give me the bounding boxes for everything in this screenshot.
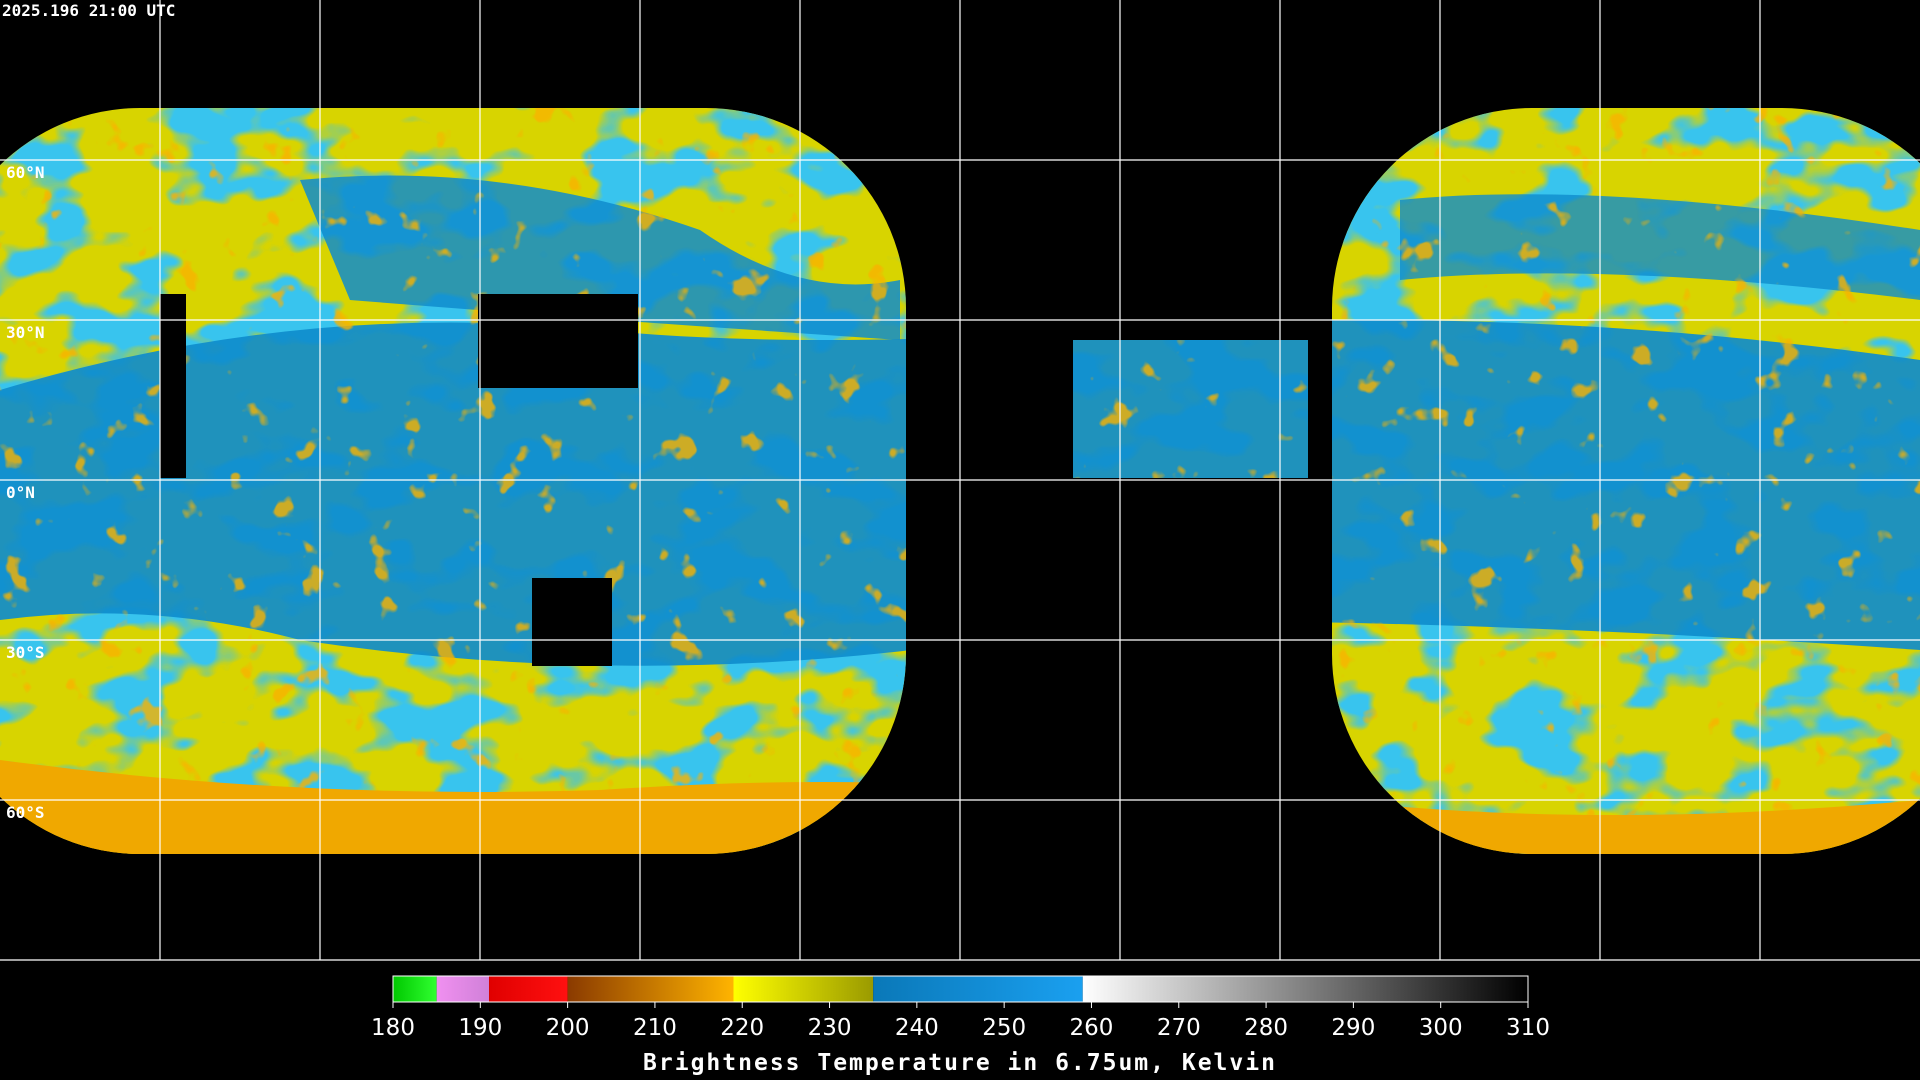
colorbar-tick-label: 250 xyxy=(982,1015,1026,1041)
colorbar-tick-label: 300 xyxy=(1419,1015,1463,1041)
lat-label: 0°N xyxy=(6,483,35,502)
colorbar-tick-label: 270 xyxy=(1157,1015,1201,1041)
colorbar-tick-label: 310 xyxy=(1506,1015,1550,1041)
colorbar-tick-label: 190 xyxy=(458,1015,502,1041)
colorbar-tick-label: 220 xyxy=(720,1015,764,1041)
colorbar-segment xyxy=(436,976,490,1002)
colorbar-segment xyxy=(1082,976,1528,1002)
colorbar-segment xyxy=(733,976,874,1002)
graticule xyxy=(0,0,1920,961)
lat-label: 30°N xyxy=(6,323,45,342)
data-gaps xyxy=(160,294,1332,958)
colorbar-tick-label: 230 xyxy=(808,1015,852,1041)
colorbar-segment xyxy=(873,976,1083,1002)
colorbar-frame xyxy=(392,975,1529,1003)
colorbar-tick-label: 240 xyxy=(895,1015,939,1041)
timestamp: 2025.196 21:00 UTC xyxy=(2,1,175,20)
colorbar-segment xyxy=(489,976,568,1002)
colorbar-segment xyxy=(393,976,437,1002)
lat-label: 30°S xyxy=(6,643,45,662)
colorbar-segment xyxy=(567,976,734,1002)
colorbar-tick-label: 280 xyxy=(1244,1015,1288,1041)
colorbar-title: Brightness Temperature in 6.75um, Kelvin xyxy=(643,1050,1277,1076)
colorbar-tick-label: 290 xyxy=(1331,1015,1375,1041)
colorbar-tick-label: 180 xyxy=(371,1015,415,1041)
colorbar-tick-label: 260 xyxy=(1070,1015,1114,1041)
lat-label: 60°N xyxy=(6,163,45,182)
colorbar-tick-label: 210 xyxy=(633,1015,677,1041)
lat-label: 60°S xyxy=(6,803,45,822)
colorbar: 180 190 200 210 220 230 240 250 260 270 280 290 300 3… xyxy=(371,975,1550,1041)
colorbar-tick-label: 200 xyxy=(546,1015,590,1041)
